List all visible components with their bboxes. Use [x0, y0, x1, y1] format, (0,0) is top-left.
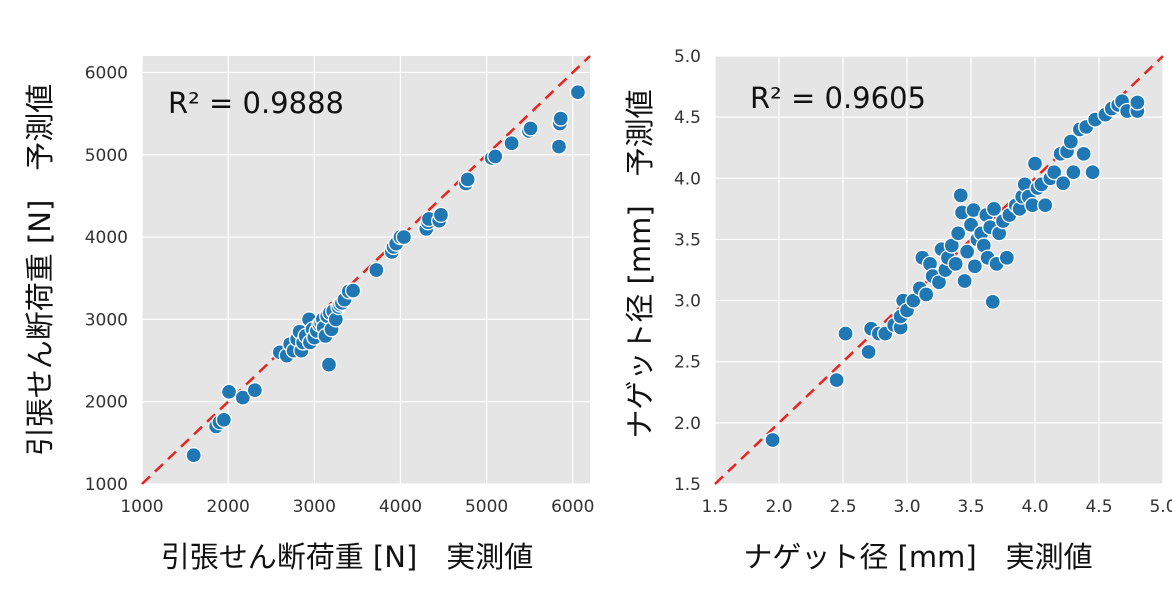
y-tick-label: 3.5: [674, 230, 701, 250]
data-point: [550, 138, 568, 155]
data-point: [1084, 164, 1101, 181]
x-tick-labels-right: 1.5 2.0 2.5 3.0 3.5 4.0 4.5 5.0: [701, 497, 1172, 517]
data-point: [552, 110, 569, 127]
y-axis-label-left: 引張せん断荷重 [N] 予測値: [23, 84, 57, 457]
y-tick-label: 5.0: [674, 47, 701, 67]
data-point: [1129, 94, 1146, 111]
x-tick-label: 3000: [293, 497, 336, 517]
data-point: [395, 228, 413, 246]
y-tick-label: 2000: [85, 393, 128, 413]
x-tick-label: 4.5: [1085, 497, 1112, 517]
data-point: [344, 282, 362, 299]
x-tick-label: 4.0: [1021, 497, 1048, 517]
data-point: [246, 382, 264, 399]
data-point: [1046, 164, 1063, 181]
data-point: [1075, 145, 1092, 162]
data-point: [860, 343, 877, 361]
chart-tensile-shear-load: 1000 2000 3000 4000 5000 6000 1000 2000 3000 400…: [23, 55, 594, 574]
x-axis-label-left: 引張せん断荷重 [N] 実測値: [161, 540, 534, 574]
x-tick-label: 4000: [379, 497, 422, 517]
data-point: [998, 249, 1015, 266]
y-tick-label: 2.0: [674, 414, 701, 434]
data-point: [234, 389, 251, 406]
points-right: [764, 93, 1146, 449]
x-tick-label: 6000: [551, 497, 594, 517]
data-point: [220, 383, 238, 400]
data-point: [952, 187, 969, 204]
y-tick-label: 6000: [85, 63, 128, 83]
data-point: [1055, 175, 1072, 192]
x-tick-label: 5000: [465, 497, 508, 517]
x-tick-label: 1.5: [701, 497, 728, 517]
data-point: [985, 200, 1003, 218]
data-point: [918, 286, 935, 303]
data-point: [185, 447, 202, 464]
points-left: [185, 84, 587, 464]
y-tick-label: 4000: [85, 228, 128, 248]
x-tick-label: 3.0: [893, 497, 920, 517]
y-axis-label-right: ナゲット径 [mm] 予測値: [623, 89, 657, 438]
reference-line-left: [141, 55, 591, 485]
data-point: [947, 255, 964, 273]
y-tick-label: 2.5: [674, 353, 701, 373]
x-axis-label-right: ナゲット径 [mm] 実測値: [743, 540, 1092, 574]
y-tick-label: 4.0: [674, 169, 701, 189]
chart-nugget-diameter: 1.5 2.0 2.5 3.0 3.5 4.0 4.5 5.0 1.5 2.0 2.5 3.0 3.5…: [623, 47, 1172, 574]
data-point: [1026, 155, 1044, 172]
data-point: [503, 135, 520, 152]
data-point: [522, 120, 539, 137]
data-point: [320, 356, 338, 373]
y-tick-label: 1.5: [674, 475, 701, 495]
data-point: [215, 411, 232, 428]
y-tick-label: 3.0: [674, 292, 701, 312]
data-point: [984, 293, 1001, 310]
x-tick-label: 1000: [120, 497, 163, 517]
y-tick-labels-left: 1000 2000 3000 4000 5000 6000: [85, 63, 128, 495]
x-tick-label: 2.0: [765, 497, 792, 517]
data-point: [1065, 164, 1082, 181]
r-squared-annotation-left: R² = 0.9888: [168, 86, 344, 120]
data-point: [1062, 133, 1079, 150]
data-point: [569, 84, 587, 101]
y-tick-labels-right: 1.5 2.0 2.5 3.0 3.5 4.0 4.5 5.0: [674, 47, 701, 495]
data-point: [956, 272, 973, 290]
x-tick-label: 5.0: [1149, 497, 1172, 517]
y-tick-label: 3000: [85, 310, 128, 330]
x-tick-labels-left: 1000 2000 3000 4000 5000 6000: [120, 497, 594, 517]
data-point: [487, 148, 504, 165]
data-point: [950, 225, 967, 242]
data-point: [959, 243, 976, 260]
data-point: [828, 371, 845, 389]
data-point: [966, 258, 983, 275]
x-tick-label: 2000: [207, 497, 250, 517]
data-point: [368, 261, 385, 279]
x-tick-label: 3.5: [957, 497, 984, 517]
y-tick-label: 1000: [85, 475, 128, 495]
data-point: [432, 206, 450, 224]
r-squared-annotation-right: R² = 0.9605: [750, 81, 926, 115]
grid-left: [141, 56, 590, 485]
y-tick-label: 5000: [85, 146, 128, 166]
data-point: [837, 325, 854, 342]
x-tick-label: 2.5: [829, 497, 856, 517]
y-tick-label: 4.5: [674, 108, 701, 128]
data-point: [764, 431, 781, 449]
data-point: [459, 171, 476, 188]
data-point: [1037, 197, 1054, 214]
